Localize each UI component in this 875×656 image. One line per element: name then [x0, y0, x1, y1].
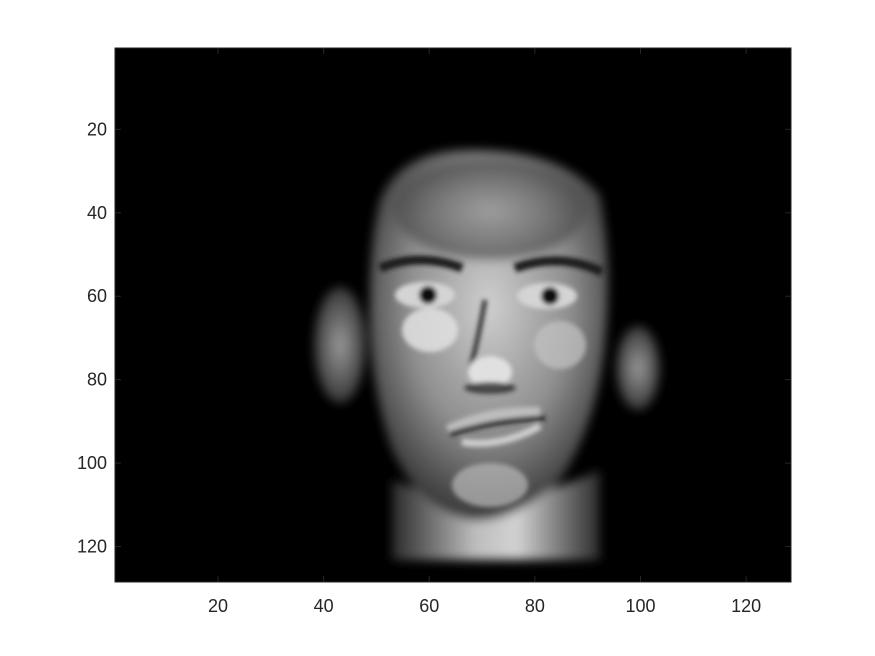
x-tick-label: 120 [731, 596, 761, 616]
left-pupil [419, 286, 437, 304]
y-tick-label: 120 [77, 537, 107, 557]
face-image [314, 150, 660, 560]
image-area [115, 48, 791, 582]
y-tick-label: 100 [77, 453, 107, 473]
y-tick-label: 40 [87, 203, 107, 223]
nose-tip [468, 356, 512, 388]
lower-lip [461, 422, 542, 447]
right-cheek-highlight [534, 321, 586, 369]
x-tick-label: 80 [525, 596, 545, 616]
right-ear [616, 326, 660, 410]
y-tick-label: 20 [87, 119, 107, 139]
left-cheek-highlight [402, 308, 458, 352]
mouth-line [449, 415, 546, 437]
right-eyebrow [513, 256, 604, 277]
left-eyebrow [378, 255, 464, 273]
x-tick-label: 40 [314, 596, 334, 616]
x-tick-label: 20 [208, 596, 228, 616]
left-ear [314, 287, 366, 403]
x-tick-label: 100 [625, 596, 655, 616]
facial-features [378, 255, 604, 507]
x-axis: 20 40 60 80 100 120 [208, 48, 761, 616]
nostrils [464, 382, 516, 394]
y-tick-label: 80 [87, 370, 107, 390]
upper-lip [445, 406, 541, 435]
right-pupil [541, 287, 559, 305]
chin [452, 463, 528, 507]
y-axis: 20 40 60 80 100 120 [77, 119, 791, 557]
forehead [395, 160, 585, 260]
y-tick-label: 60 [87, 286, 107, 306]
x-tick-label: 60 [419, 596, 439, 616]
axes-frame [114, 47, 792, 583]
